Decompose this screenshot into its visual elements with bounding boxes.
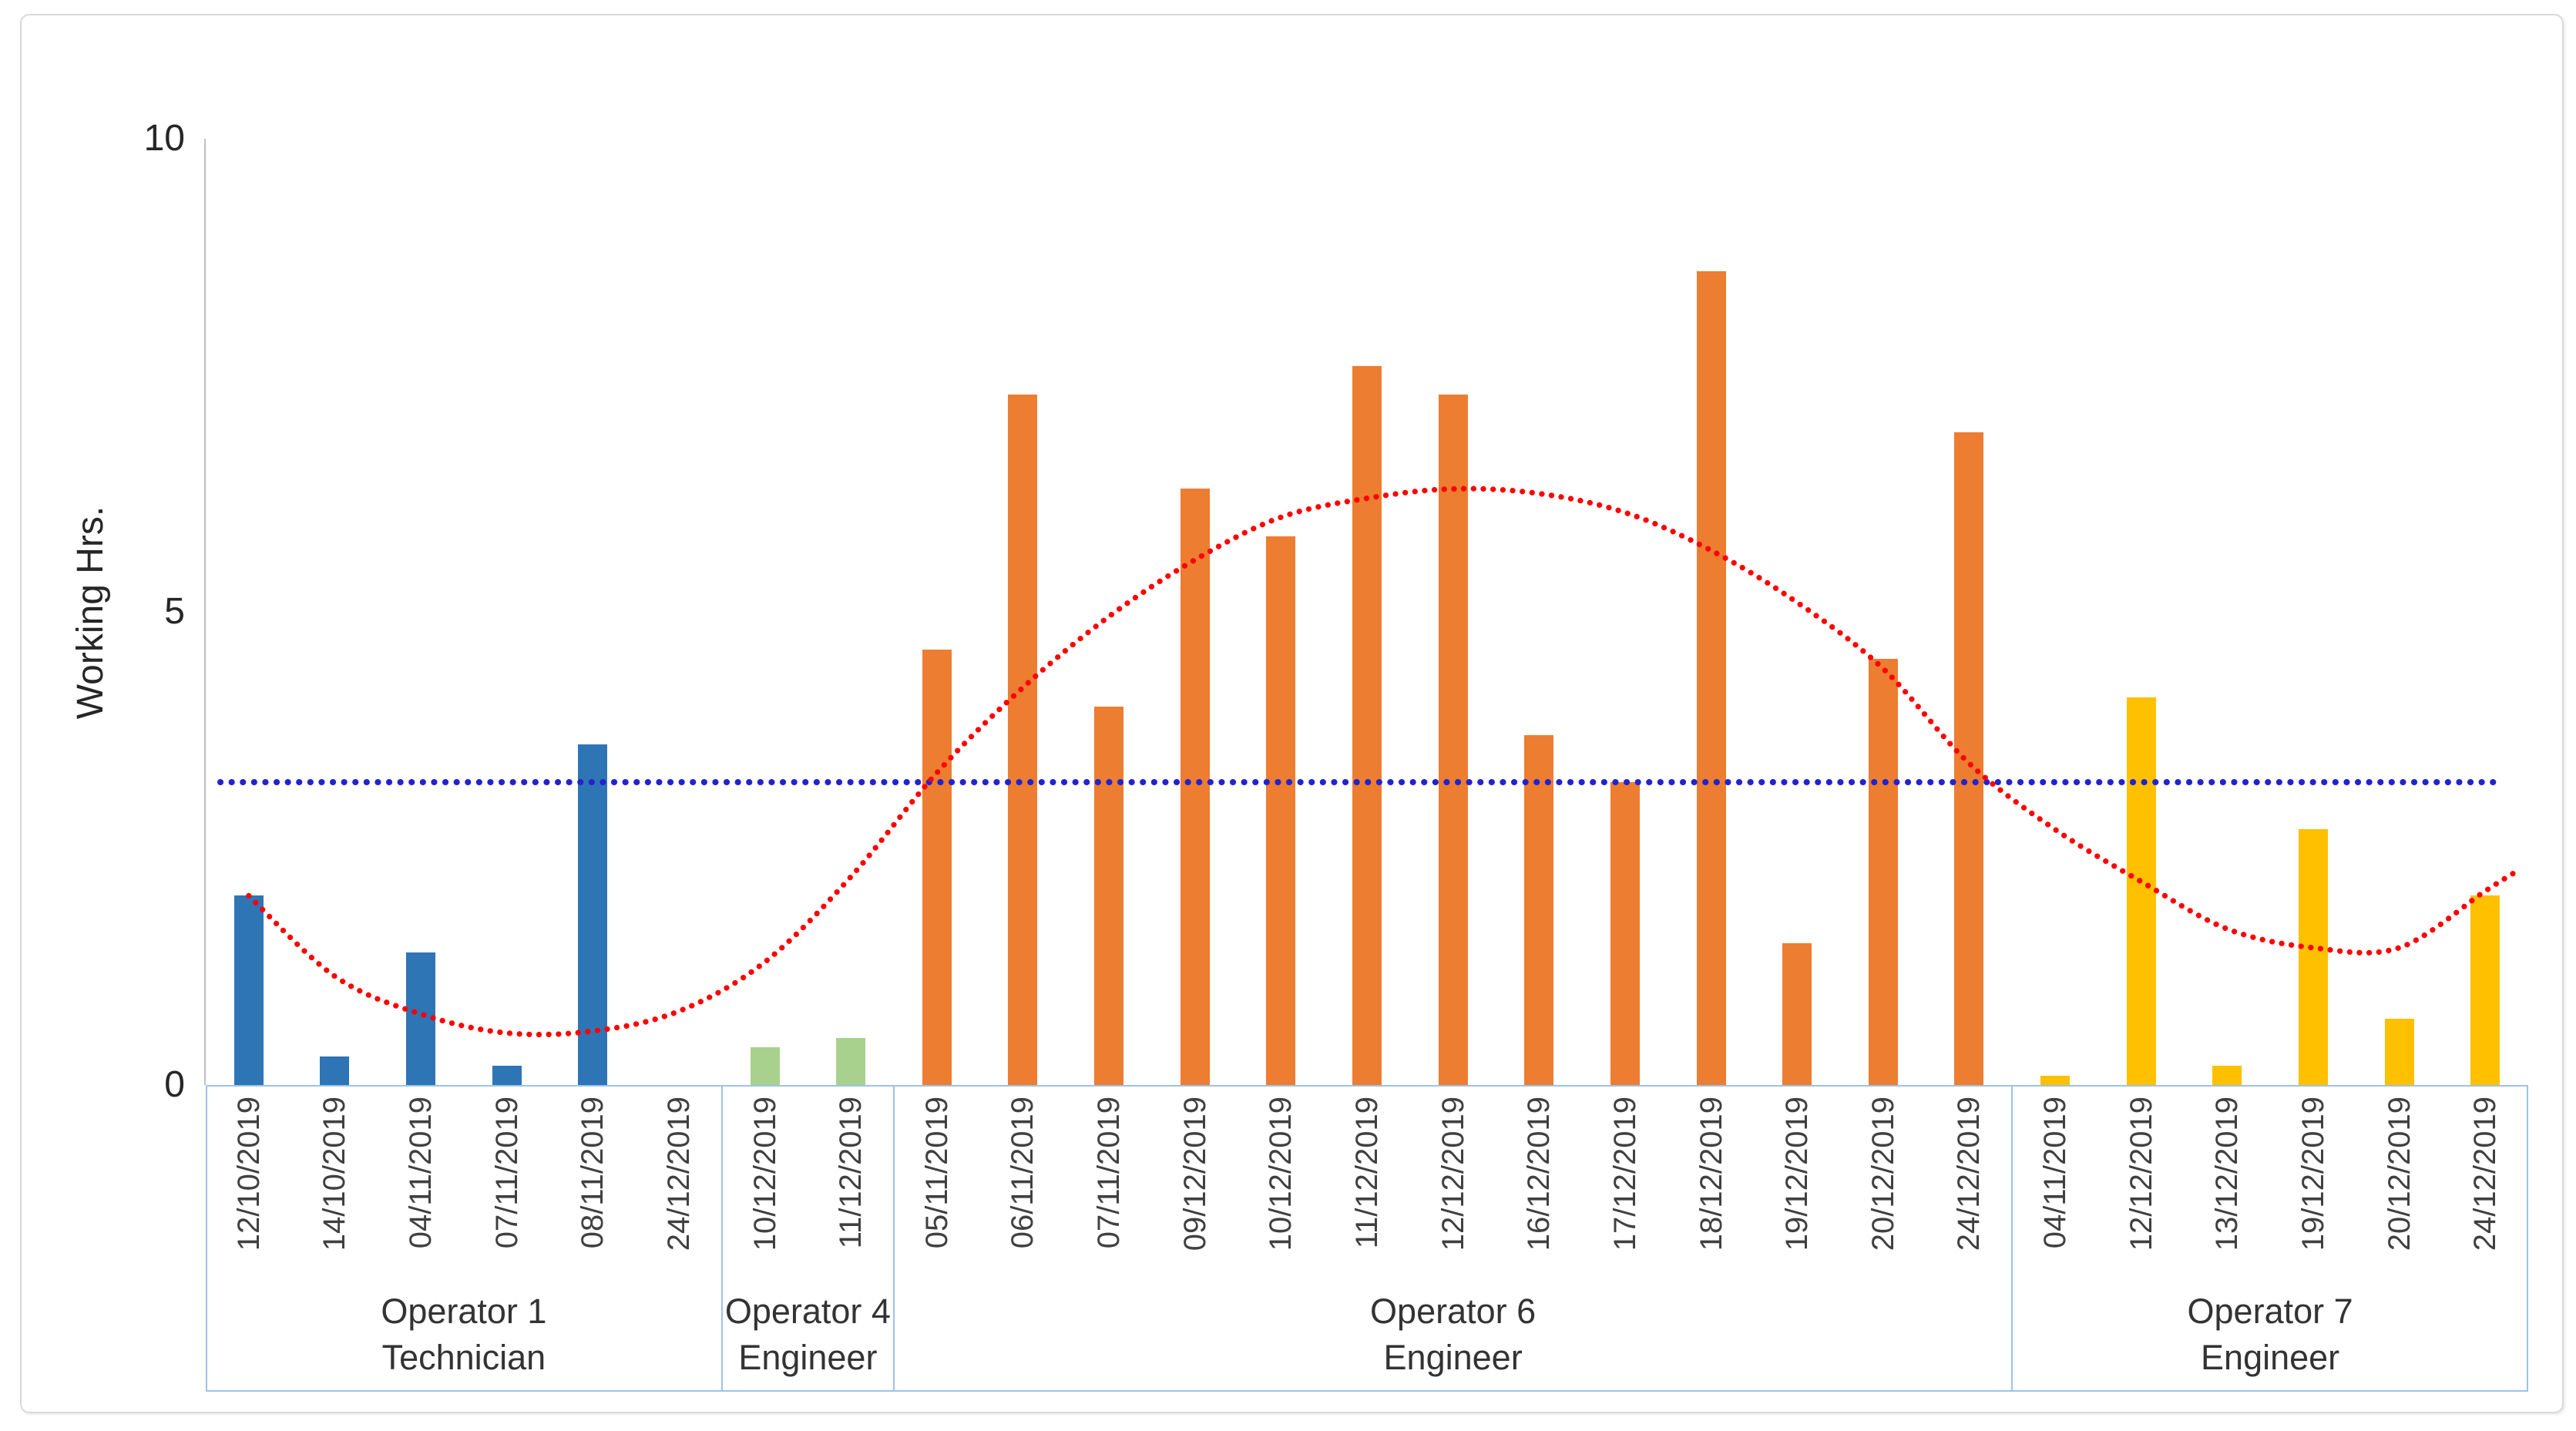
bar-16/12/2019 xyxy=(1524,734,1554,1085)
bar-06/11/2019 xyxy=(1008,394,1038,1085)
group-role-label: Engineer xyxy=(738,1338,878,1377)
y-tick-label: 0 xyxy=(164,1064,185,1105)
y-axis-line xyxy=(204,139,206,1085)
bar-13/12/2019 xyxy=(2212,1066,2242,1085)
group-operator-label: Operator 1 xyxy=(381,1292,547,1331)
y-tick-label: 5 xyxy=(164,591,185,632)
group-separator xyxy=(720,1085,723,1392)
bar-24/12/2019 xyxy=(1954,432,1984,1085)
bar-10/12/2019 xyxy=(1266,536,1296,1085)
bar-24/12/2019 xyxy=(2470,895,2500,1085)
bar-11/12/2019 xyxy=(836,1037,866,1085)
bar-18/12/2019 xyxy=(1696,270,1726,1085)
group-role-label: Engineer xyxy=(2201,1338,2340,1377)
group-separator xyxy=(893,1085,895,1392)
group-separator xyxy=(2011,1085,2013,1392)
bar-08/11/2019 xyxy=(578,744,608,1085)
group-operator-label: Operator 6 xyxy=(1370,1292,1537,1331)
bar-12/12/2019 xyxy=(1438,394,1468,1085)
bar-12/12/2019 xyxy=(2126,697,2156,1085)
group-role-label: Engineer xyxy=(1383,1338,1523,1377)
bar-19/12/2019 xyxy=(2298,829,2328,1085)
category-band xyxy=(206,1085,2528,1392)
bar-12/10/2019 xyxy=(233,895,264,1085)
bar-10/12/2019 xyxy=(750,1046,780,1085)
bar-05/11/2019 xyxy=(922,650,952,1085)
bar-04/11/2019 xyxy=(406,952,436,1085)
bar-20/12/2019 xyxy=(1868,659,1898,1085)
group-operator-label: Operator 7 xyxy=(2187,1292,2353,1331)
bar-14/10/2019 xyxy=(320,1056,350,1085)
bar-20/12/2019 xyxy=(2384,1019,2414,1085)
bar-07/11/2019 xyxy=(1094,706,1124,1085)
bar-19/12/2019 xyxy=(1782,942,1812,1085)
bar-09/12/2019 xyxy=(1180,489,1210,1085)
bar-04/11/2019 xyxy=(2040,1075,2071,1085)
y-tick-label: 10 xyxy=(143,118,185,159)
bar-11/12/2019 xyxy=(1352,365,1382,1085)
bar-17/12/2019 xyxy=(1610,782,1640,1085)
group-role-label: Technician xyxy=(381,1338,546,1377)
bar-07/11/2019 xyxy=(492,1066,522,1085)
group-operator-label: Operator 4 xyxy=(724,1292,891,1331)
